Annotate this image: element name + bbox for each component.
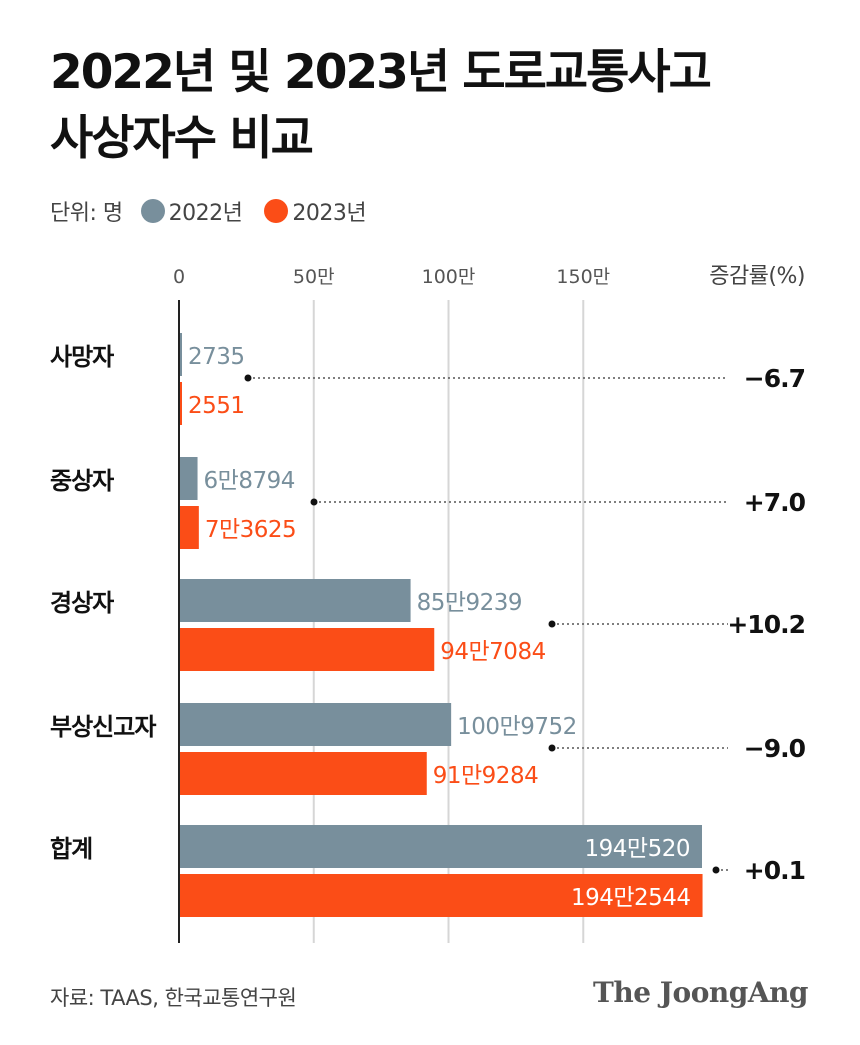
chart-title-line-1: 2022년 및 2023년 도로교통사고	[50, 45, 712, 100]
bar-2022	[179, 703, 452, 746]
category-label: 사망자	[50, 343, 114, 371]
chart-title-line-2: 사상자수 비교	[50, 111, 314, 166]
change-rate-value: +0.1	[744, 856, 805, 885]
change-leader-dot	[548, 744, 556, 752]
change-rate-value: +7.0	[744, 488, 806, 517]
x-tick-label: 0	[173, 266, 185, 288]
x-tick-label: 150만	[556, 266, 610, 288]
legend-label-2023: 2023년	[292, 201, 367, 226]
bar-2023	[179, 752, 427, 795]
bar-2023	[179, 506, 199, 549]
category-label: 부상신고자	[50, 713, 156, 741]
change-leader-dot	[310, 498, 318, 506]
data-label-2023: 194만2544	[571, 885, 691, 911]
change-label-bg	[728, 482, 808, 522]
legend-swatch-2023	[264, 199, 289, 223]
change-leader-dot	[712, 866, 720, 874]
bar-2022	[179, 579, 411, 622]
bar-2023	[179, 874, 703, 917]
category-label: 중상자	[50, 467, 114, 495]
legend: 단위: 명 2022년 2023년	[50, 196, 388, 226]
legend-swatch-2022	[140, 199, 165, 223]
data-label-2023: 2551	[188, 393, 245, 419]
data-label-2022: 194만520	[585, 836, 690, 862]
legend-item-2022: 2022년	[140, 195, 243, 227]
data-label-2022: 100만9752	[457, 714, 577, 740]
data-label-2023: 94만7084	[440, 639, 545, 665]
legend-item-2023: 2023년	[264, 195, 367, 227]
data-label-2023: 7만3625	[205, 517, 296, 543]
change-label-bg	[728, 358, 808, 398]
chart-title: 2022년 및 2023년 도로교통사고 사상자수 비교	[50, 40, 712, 172]
x-tick-label: 50만	[293, 266, 335, 288]
change-rate-header: 증감률(%)	[709, 264, 805, 289]
bar-2023	[179, 382, 182, 425]
change-rate-value: −9.0	[744, 734, 806, 763]
data-label-2022: 2735	[188, 344, 245, 370]
bar-2023	[179, 628, 435, 671]
bar-2022	[179, 333, 182, 376]
data-label-2022: 6만8794	[204, 468, 295, 494]
change-label-bg	[728, 604, 808, 644]
change-leader-dot	[244, 374, 252, 382]
brand-logo: The JoongAng	[593, 976, 808, 1009]
change-label-bg	[728, 728, 808, 768]
change-label-bg	[728, 850, 808, 890]
change-rate-value: +10.2	[727, 610, 805, 639]
change-leader-dot	[548, 620, 556, 628]
data-label-2022: 85만9239	[417, 590, 522, 616]
bar-2022	[179, 457, 198, 500]
source-note: 자료: TAAS, 한국교통연구원	[50, 986, 297, 1010]
data-label-2023: 91만9284	[433, 763, 538, 789]
change-rate-value: −6.7	[744, 364, 805, 393]
bar-2022	[179, 825, 702, 868]
category-label: 경상자	[50, 589, 114, 617]
category-label: 합계	[50, 835, 92, 863]
x-tick-label: 100만	[422, 266, 476, 288]
unit-label: 단위: 명	[50, 201, 123, 226]
legend-label-2022: 2022년	[168, 201, 243, 226]
